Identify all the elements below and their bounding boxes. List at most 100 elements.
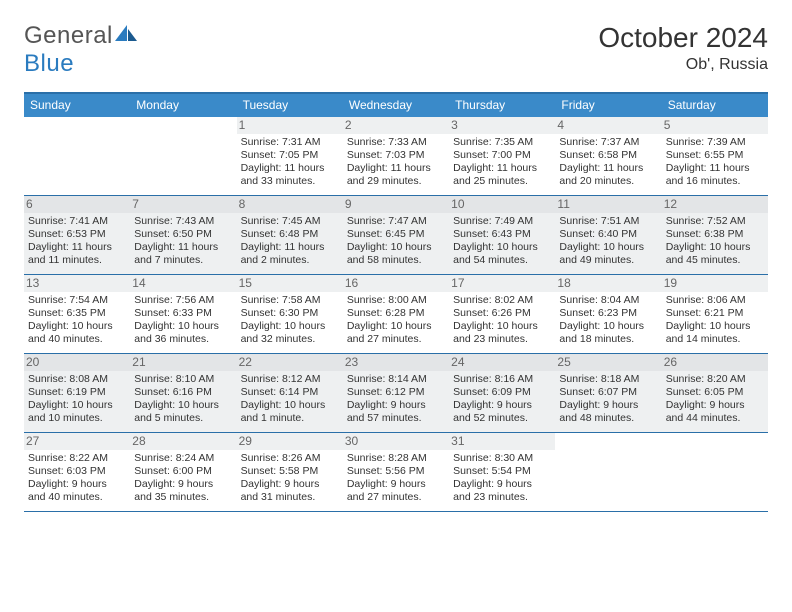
day-number: 22 <box>237 354 343 371</box>
sunset-text: Sunset: 6:45 PM <box>347 228 445 241</box>
sunrise-text: Sunrise: 7:56 AM <box>134 294 232 307</box>
day-info: Sunrise: 8:18 AMSunset: 6:07 PMDaylight:… <box>559 373 657 426</box>
sunrise-text: Sunrise: 7:31 AM <box>241 136 339 149</box>
day-number: 7 <box>130 196 236 213</box>
day-number: 17 <box>449 275 555 292</box>
sunset-text: Sunset: 6:50 PM <box>134 228 232 241</box>
daylight-text: Daylight: 10 hours and 18 minutes. <box>559 320 657 346</box>
day-cell: 2Sunrise: 7:33 AMSunset: 7:03 PMDaylight… <box>343 117 449 195</box>
day-header-cell: Friday <box>555 94 661 117</box>
sunset-text: Sunset: 6:19 PM <box>28 386 126 399</box>
day-number: 4 <box>555 117 661 134</box>
day-number: 16 <box>343 275 449 292</box>
sunrise-text: Sunrise: 8:28 AM <box>347 452 445 465</box>
day-number: 12 <box>662 196 768 213</box>
day-number: 31 <box>449 433 555 450</box>
sunrise-text: Sunrise: 8:14 AM <box>347 373 445 386</box>
title-block: October 2024 Ob', Russia <box>598 22 768 74</box>
day-cell: 29 Sunrise: 8:26 AMSunset: 5:58 PMDayligh… <box>237 433 343 511</box>
daylight-text: Daylight: 10 hours and 10 minutes. <box>28 399 126 425</box>
day-cell: 7Sunrise: 7:43 AMSunset: 6:50 PMDaylight… <box>130 196 236 274</box>
day-header-cell: Tuesday <box>237 94 343 117</box>
day-info: Sunrise: 7:56 AMSunset: 6:33 PMDaylight:… <box>134 294 232 347</box>
sunset-text: Sunset: 7:05 PM <box>241 149 339 162</box>
logo-sail-icon <box>113 23 139 43</box>
day-cell: 21Sunrise: 8:10 AMSunset: 6:16 PMDayligh… <box>130 354 236 432</box>
daylight-text: Daylight: 11 hours and 20 minutes. <box>559 162 657 188</box>
sunrise-text: Sunrise: 7:37 AM <box>559 136 657 149</box>
day-number: 23 <box>343 354 449 371</box>
day-number: 28 <box>130 433 236 450</box>
daylight-text: Daylight: 9 hours and 44 minutes. <box>666 399 764 425</box>
sunrise-text: Sunrise: 8:26 AM <box>241 452 339 465</box>
sunset-text: Sunset: 6:30 PM <box>241 307 339 320</box>
day-number: 10 <box>449 196 555 213</box>
week-row: 20Sunrise: 8:08 AMSunset: 6:19 PMDayligh… <box>24 354 768 433</box>
sunset-text: Sunset: 5:54 PM <box>453 465 551 478</box>
day-cell: 11 Sunrise: 7:51 AMSunset: 6:40 PMDayligh… <box>555 196 661 274</box>
day-info: Sunrise: 8:16 AMSunset: 6:09 PMDaylight:… <box>453 373 551 426</box>
day-number: 15 <box>237 275 343 292</box>
daylight-text: Daylight: 10 hours and 5 minutes. <box>134 399 232 425</box>
day-number: 26 <box>662 354 768 371</box>
day-cell: 22Sunrise: 8:12 AMSunset: 6:14 PMDayligh… <box>237 354 343 432</box>
day-info: Sunrise: 7:35 AMSunset: 7:00 PMDaylight:… <box>453 136 551 189</box>
day-info: Sunrise: 8:22 AMSunset: 6:03 PMDaylight:… <box>28 452 126 505</box>
sunrise-text: Sunrise: 8:16 AM <box>453 373 551 386</box>
sunrise-text: Sunrise: 7:52 AM <box>666 215 764 228</box>
sunset-text: Sunset: 6:14 PM <box>241 386 339 399</box>
day-number: 19 <box>662 275 768 292</box>
sunrise-text: Sunrise: 8:20 AM <box>666 373 764 386</box>
logo: GeneralBlue <box>24 22 139 78</box>
day-info: Sunrise: 7:52 AMSunset: 6:38 PMDaylight:… <box>666 215 764 268</box>
day-info: Sunrise: 8:30 AMSunset: 5:54 PMDaylight:… <box>453 452 551 505</box>
sunset-text: Sunset: 6:23 PM <box>559 307 657 320</box>
daylight-text: Daylight: 10 hours and 36 minutes. <box>134 320 232 346</box>
day-info: Sunrise: 7:54 AMSunset: 6:35 PMDaylight:… <box>28 294 126 347</box>
sunset-text: Sunset: 6:40 PM <box>559 228 657 241</box>
daylight-text: Daylight: 10 hours and 49 minutes. <box>559 241 657 267</box>
daylight-text: Daylight: 10 hours and 14 minutes. <box>666 320 764 346</box>
calendar: SundayMondayTuesdayWednesdayThursdayFrid… <box>24 92 768 512</box>
daylight-text: Daylight: 9 hours and 27 minutes. <box>347 478 445 504</box>
logo-word-2: Blue <box>24 50 74 77</box>
daylight-text: Daylight: 9 hours and 52 minutes. <box>453 399 551 425</box>
day-number: 29 <box>237 433 343 450</box>
daylight-text: Daylight: 10 hours and 45 minutes. <box>666 241 764 267</box>
day-info: Sunrise: 7:37 AMSunset: 6:58 PMDaylight:… <box>559 136 657 189</box>
sunset-text: Sunset: 7:03 PM <box>347 149 445 162</box>
sunset-text: Sunset: 6:12 PM <box>347 386 445 399</box>
week-row: 13 Sunrise: 7:54 AMSunset: 6:35 PMDayligh… <box>24 275 768 354</box>
sunset-text: Sunset: 6:38 PM <box>666 228 764 241</box>
daylight-text: Daylight: 9 hours and 57 minutes. <box>347 399 445 425</box>
day-info: Sunrise: 8:04 AMSunset: 6:23 PMDaylight:… <box>559 294 657 347</box>
day-header-cell: Monday <box>130 94 236 117</box>
day-cell: 20Sunrise: 8:08 AMSunset: 6:19 PMDayligh… <box>24 354 130 432</box>
daylight-text: Daylight: 11 hours and 7 minutes. <box>134 241 232 267</box>
day-number: 30 <box>343 433 449 450</box>
day-cell: 16Sunrise: 8:00 AMSunset: 6:28 PMDayligh… <box>343 275 449 353</box>
day-header-cell: Sunday <box>24 94 130 117</box>
day-cell: 24Sunrise: 8:16 AMSunset: 6:09 PMDayligh… <box>449 354 555 432</box>
sunset-text: Sunset: 5:56 PM <box>347 465 445 478</box>
daylight-text: Daylight: 9 hours and 31 minutes. <box>241 478 339 504</box>
day-header-cell: Thursday <box>449 94 555 117</box>
day-info: Sunrise: 7:41 AMSunset: 6:53 PMDaylight:… <box>28 215 126 268</box>
day-number: 2 <box>343 117 449 134</box>
day-cell: 1Sunrise: 7:31 AMSunset: 7:05 PMDaylight… <box>237 117 343 195</box>
sunrise-text: Sunrise: 7:47 AM <box>347 215 445 228</box>
logo-text: GeneralBlue <box>24 22 139 78</box>
day-number: 3 <box>449 117 555 134</box>
week-row: 27Sunrise: 8:22 AMSunset: 6:03 PMDayligh… <box>24 433 768 512</box>
empty-cell <box>662 433 768 511</box>
day-cell: 27Sunrise: 8:22 AMSunset: 6:03 PMDayligh… <box>24 433 130 511</box>
day-info: Sunrise: 7:51 AMSunset: 6:40 PMDaylight:… <box>559 215 657 268</box>
day-number: 11 <box>555 196 661 213</box>
day-info: Sunrise: 8:06 AMSunset: 6:21 PMDaylight:… <box>666 294 764 347</box>
day-cell: 18Sunrise: 8:04 AMSunset: 6:23 PMDayligh… <box>555 275 661 353</box>
day-cell: 28Sunrise: 8:24 AMSunset: 6:00 PMDayligh… <box>130 433 236 511</box>
day-info: Sunrise: 8:26 AMSunset: 5:58 PMDaylight:… <box>241 452 339 505</box>
day-number: 13 <box>24 275 130 292</box>
day-cell: 4 Sunrise: 7:37 AMSunset: 6:58 PMDaylight… <box>555 117 661 195</box>
day-cell: 13 Sunrise: 7:54 AMSunset: 6:35 PMDayligh… <box>24 275 130 353</box>
